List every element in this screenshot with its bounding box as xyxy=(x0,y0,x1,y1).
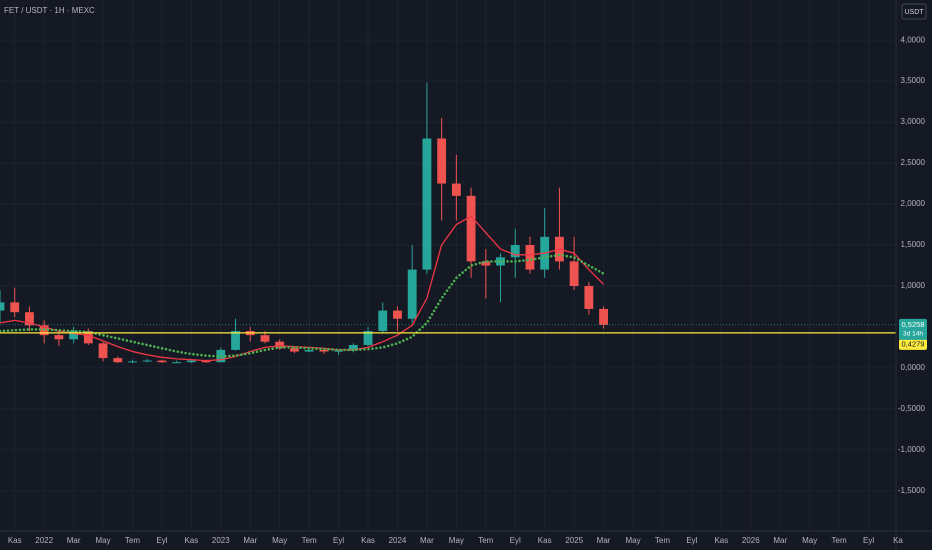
candle-body xyxy=(98,343,108,359)
candle-body xyxy=(466,195,476,262)
currency-box[interactable] xyxy=(901,3,927,20)
x-tick-label: Eyl xyxy=(156,536,167,545)
candle-body xyxy=(186,360,196,363)
x-tick-label: Eyl xyxy=(333,536,344,545)
candle-body xyxy=(69,331,79,340)
countdown-label: 3d 14h xyxy=(903,331,923,338)
x-tick-label: 2022 xyxy=(35,536,53,545)
price-line-label: 0,4279 xyxy=(902,339,925,348)
candle-body xyxy=(378,310,388,332)
candle-body xyxy=(201,360,211,363)
candle-body xyxy=(510,245,520,258)
x-tick-label: Kas xyxy=(184,536,198,545)
candle-body xyxy=(142,360,152,362)
grid xyxy=(0,0,896,531)
candle-body xyxy=(451,183,461,196)
moving-average-line xyxy=(0,215,605,362)
y-tick-label: 2,0000 xyxy=(901,199,926,208)
x-tick-label: Ka xyxy=(893,536,903,545)
y-tick-label: -1,0000 xyxy=(898,445,926,454)
chart-title: FET / USDT · 1H · MEXC xyxy=(4,6,95,15)
candle-body xyxy=(363,331,373,345)
x-tick-label: Mar xyxy=(67,536,81,545)
x-tick-label: Kas xyxy=(8,536,22,545)
y-tick-label: 2,5000 xyxy=(901,158,926,167)
candle-body xyxy=(290,348,299,352)
x-tick-label: Kas xyxy=(361,536,375,545)
candle-body xyxy=(157,360,167,363)
candle-body xyxy=(407,269,417,319)
x-tick-label: Mar xyxy=(773,536,787,545)
candle-body xyxy=(348,344,358,351)
x-tick-label: Mar xyxy=(243,536,257,545)
candle-body xyxy=(569,261,579,286)
last-price-label: 0,5258 xyxy=(902,320,925,329)
x-tick-label: Eyl xyxy=(686,536,697,545)
candle-body xyxy=(393,310,402,319)
candle-body xyxy=(275,341,285,349)
moving-average-line xyxy=(0,253,605,358)
candle-body xyxy=(334,350,344,352)
y-tick-label: 0,0000 xyxy=(901,363,926,372)
x-tick-label: Eyl xyxy=(863,536,874,545)
y-tick-label: 4,0000 xyxy=(901,35,926,44)
x-tick-label: May xyxy=(449,536,464,545)
x-tick-label: Tem xyxy=(655,536,670,545)
candle-body xyxy=(25,312,34,326)
candle-body xyxy=(584,285,594,309)
last-price-badge xyxy=(899,318,927,340)
candle-body xyxy=(128,361,137,363)
x-tick-label: Tem xyxy=(478,536,493,545)
x-tick-label: 2026 xyxy=(742,536,760,545)
x-tick-label: 2024 xyxy=(389,536,407,545)
y-tick-label: 1,0000 xyxy=(901,281,926,290)
candle-body xyxy=(260,335,270,342)
candle-body xyxy=(54,335,64,340)
y-tick-label: 3,0000 xyxy=(901,117,926,126)
x-tick-label: May xyxy=(272,536,287,545)
y-tick-label: 3,5000 xyxy=(901,76,926,85)
x-tick-label: Tem xyxy=(832,536,847,545)
candle-body xyxy=(10,302,20,313)
axes: 4,0000 3,5000 3,0000 2,5000 2,0000 1,5000 1,00… xyxy=(8,35,927,545)
price-line-badge xyxy=(899,338,927,350)
candle-body xyxy=(525,245,535,270)
x-tick-label: Kas xyxy=(714,536,728,545)
candle-body xyxy=(304,349,314,352)
y-tick-label: 1,5000 xyxy=(901,240,926,249)
x-tick-label: Eyl xyxy=(510,536,521,545)
candle-body xyxy=(113,358,123,363)
candle-body xyxy=(0,302,5,311)
x-tick-label: 2025 xyxy=(565,536,583,545)
x-tick-label: May xyxy=(625,536,640,545)
x-tick-label: Tem xyxy=(125,536,140,545)
x-tick-label: May xyxy=(95,536,110,545)
candle-body xyxy=(83,331,93,344)
plot-area xyxy=(0,82,896,364)
candle-body xyxy=(599,308,608,325)
x-tick-label: Mar xyxy=(597,536,611,545)
candle-body xyxy=(437,138,447,184)
x-tick-label: 2023 xyxy=(212,536,230,545)
candle-body xyxy=(422,138,432,270)
candle-body xyxy=(319,349,329,352)
candle-body xyxy=(231,331,240,350)
x-tick-label: Mar xyxy=(420,536,434,545)
currency-label[interactable]: USDT xyxy=(904,9,924,16)
x-tick-label: Kas xyxy=(538,536,552,545)
x-tick-label: May xyxy=(802,536,817,545)
y-tick-label: -1,5000 xyxy=(898,486,926,495)
x-tick-label: Tem xyxy=(302,536,317,545)
candle-body xyxy=(172,362,182,364)
candle-body xyxy=(481,261,491,266)
y-tick-label: -0,5000 xyxy=(898,404,926,413)
